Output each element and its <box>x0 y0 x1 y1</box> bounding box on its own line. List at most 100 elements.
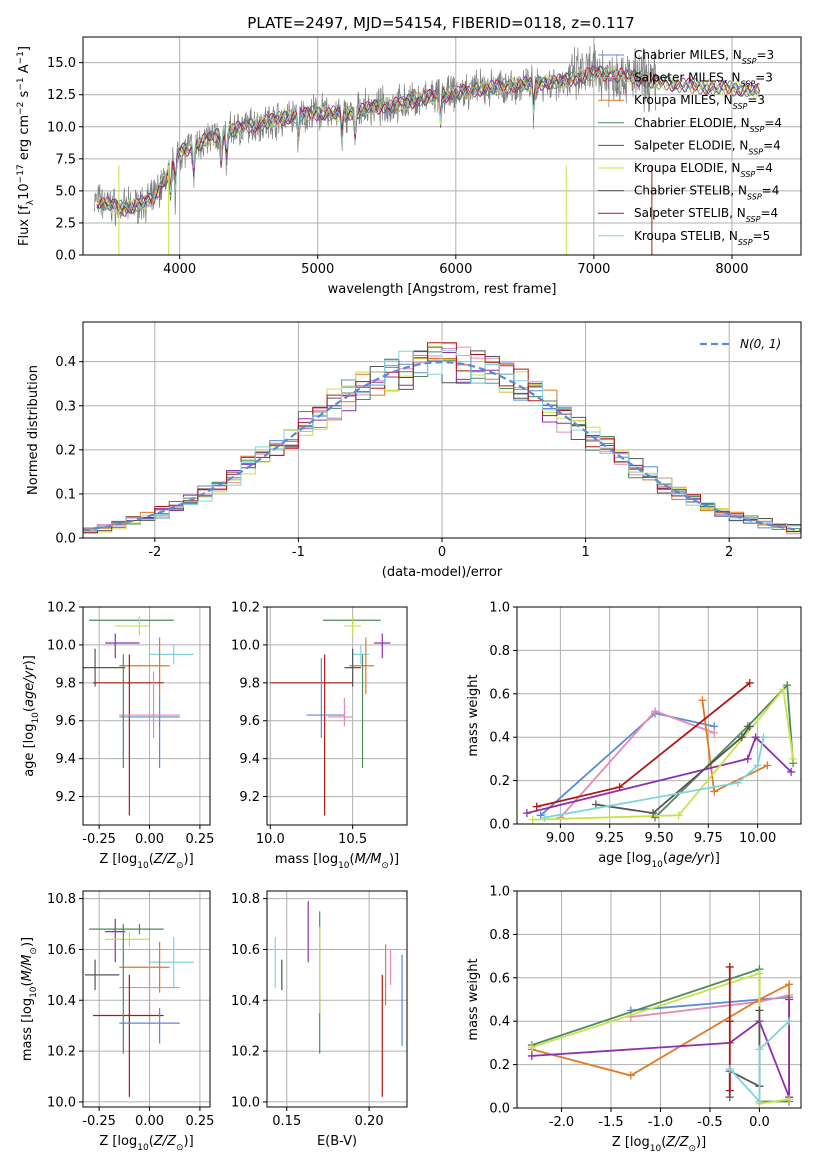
legend-entry: Kroupa ELODIE, NSSP=4 <box>634 161 773 179</box>
y-tick-label: 9.8 <box>55 676 76 691</box>
y-tick-label: 0.2 <box>489 774 510 789</box>
x-tick-label: 0 <box>438 545 446 560</box>
y-tick-label: 1.0 <box>489 885 510 900</box>
y-tick-label: 0.1 <box>55 487 76 502</box>
axes-frame <box>266 606 408 826</box>
legend-entry: Kroupa STELIB, NSSP=5 <box>634 229 770 247</box>
y-tick-label: 0.3 <box>55 399 76 414</box>
x-axis-label: age [log10(age/yr)] <box>598 851 720 870</box>
mass-weight-point <box>763 761 772 770</box>
y-tick-label: 10.8 <box>231 892 260 907</box>
x-tick-label: 5000 <box>301 262 334 277</box>
mass-weight-line <box>536 682 751 808</box>
x-tick-label: 0.20 <box>355 1114 384 1129</box>
residuals-panel: -2 -1 0 1 2 0.0 0.1 0.2 0.3 0.4 (data-model)/error… <box>26 321 802 580</box>
y-tick-label: 5.0 <box>55 184 76 199</box>
x-tick-label: 8000 <box>715 262 748 277</box>
axes-frame <box>516 606 802 825</box>
label-part: age [log <box>22 724 37 777</box>
x-tick-label: -1 <box>292 545 305 560</box>
x-tick-label: 0.15 <box>272 1114 301 1129</box>
label-part: 10 <box>137 861 149 871</box>
mass-weight-point <box>527 1051 536 1060</box>
legend-subscript: SSP <box>738 237 753 246</box>
mass-weight-line <box>526 735 792 814</box>
weight-vs-metallicity-panel: -2.0 -1.5 -1.0 -0.5 0.0 0.0 0.2 0.4 0.6 0.8 1.0 Z [… <box>466 885 802 1154</box>
label-part: ( <box>20 981 35 986</box>
x-tick-label: 0.00 <box>135 1114 164 1129</box>
mass-weight-point <box>528 815 537 824</box>
plot-area <box>83 342 801 535</box>
x-tick-label: 9.75 <box>694 831 723 846</box>
label-part: A <box>17 64 32 77</box>
plot-area <box>527 962 794 1108</box>
legend-entry: Kroupa MILES, NSSP=3 <box>634 93 765 111</box>
mass-weight-point <box>755 1097 764 1106</box>
mass-weight-point <box>785 1017 794 1026</box>
label-part: )] <box>22 655 37 665</box>
mass-weight-point <box>540 813 549 822</box>
label-part: ⊙ <box>29 947 39 955</box>
x-axis-label: Z [log10(Z/Z⊙)] <box>99 1134 193 1153</box>
mass-weight-point <box>651 707 660 716</box>
mass-weight-point <box>755 1006 764 1015</box>
mass-weight-point <box>522 809 531 818</box>
y-tick-label: 0.0 <box>489 818 510 833</box>
label-part: )] <box>389 852 399 867</box>
y-tick-label: 0.0 <box>489 1102 510 1117</box>
legend-subscript: SSP <box>741 79 756 88</box>
plot-area <box>274 901 403 1097</box>
label-part: )] <box>20 937 35 947</box>
y-tick-label: 0.8 <box>489 644 510 659</box>
label-part: ⊙ <box>176 861 184 871</box>
x-axis-label: Z [log10(Z/Z⊙)] <box>99 852 193 871</box>
label-part: ( <box>149 1134 154 1149</box>
legend-entry: Chabrier MILES, NSSP=3 <box>634 48 774 66</box>
mass-weight-point <box>710 728 719 737</box>
y-axis-label: mass weight <box>466 674 481 756</box>
y-tick-label: 10.2 <box>231 601 260 616</box>
axes-frame <box>82 890 211 1108</box>
x-tick-label: 0.25 <box>185 832 214 847</box>
y-tick-label: 9.6 <box>239 714 260 729</box>
x-tick-label: 10.5 <box>338 832 367 847</box>
legend-text: Salpeter MILES, N <box>634 71 741 85</box>
x-tick-label: 1 <box>581 545 589 560</box>
axes-frame <box>82 321 802 539</box>
x-tick-label: 6000 <box>439 262 472 277</box>
mass-weight-point <box>527 1043 536 1052</box>
y-tick-label: 10.8 <box>47 892 76 907</box>
legend-subscript: SSP <box>746 215 761 224</box>
mass-weight-point <box>725 1064 734 1073</box>
label-part: erg cm <box>17 115 32 164</box>
x-tick-label: 0.0 <box>749 1115 770 1130</box>
y-tick-label: 0.0 <box>55 249 76 264</box>
x-axis-label: Z [log10(Z/Z⊙)] <box>612 1135 706 1154</box>
label-part: )] <box>184 852 194 867</box>
label-part: Flux [f <box>17 205 32 246</box>
plot-area <box>85 918 194 1097</box>
mass-weight-point <box>651 813 660 822</box>
label-part: 10 <box>651 860 663 870</box>
axes-frame <box>516 890 802 1109</box>
label-part: −1 <box>16 77 26 90</box>
x-tick-label: 7000 <box>577 262 610 277</box>
mass-weight-point <box>649 809 658 818</box>
label-part: Z [log <box>99 852 137 867</box>
label-part: mass weight <box>466 674 481 756</box>
axes-frame <box>266 890 408 1108</box>
legend-entry: Salpeter STELIB, NSSP=4 <box>634 206 778 224</box>
y-tick-label: 10.0 <box>47 120 76 135</box>
legend-entry: Chabrier ELODIE, NSSP=4 <box>634 116 782 134</box>
legend-subscript: SSP <box>748 147 763 156</box>
label-part: s <box>17 90 32 101</box>
label-part: age/yr <box>668 851 711 866</box>
x-tick-label: -0.5 <box>697 1115 722 1130</box>
mass-weight-point <box>755 1045 764 1054</box>
model-spectrum-line <box>96 67 760 215</box>
y-tick-label: 10.2 <box>47 1045 76 1060</box>
legend-text: =3 <box>756 48 774 62</box>
label-part: Z/Z <box>665 1135 689 1150</box>
legend-text: Salpeter STELIB, N <box>634 206 746 220</box>
